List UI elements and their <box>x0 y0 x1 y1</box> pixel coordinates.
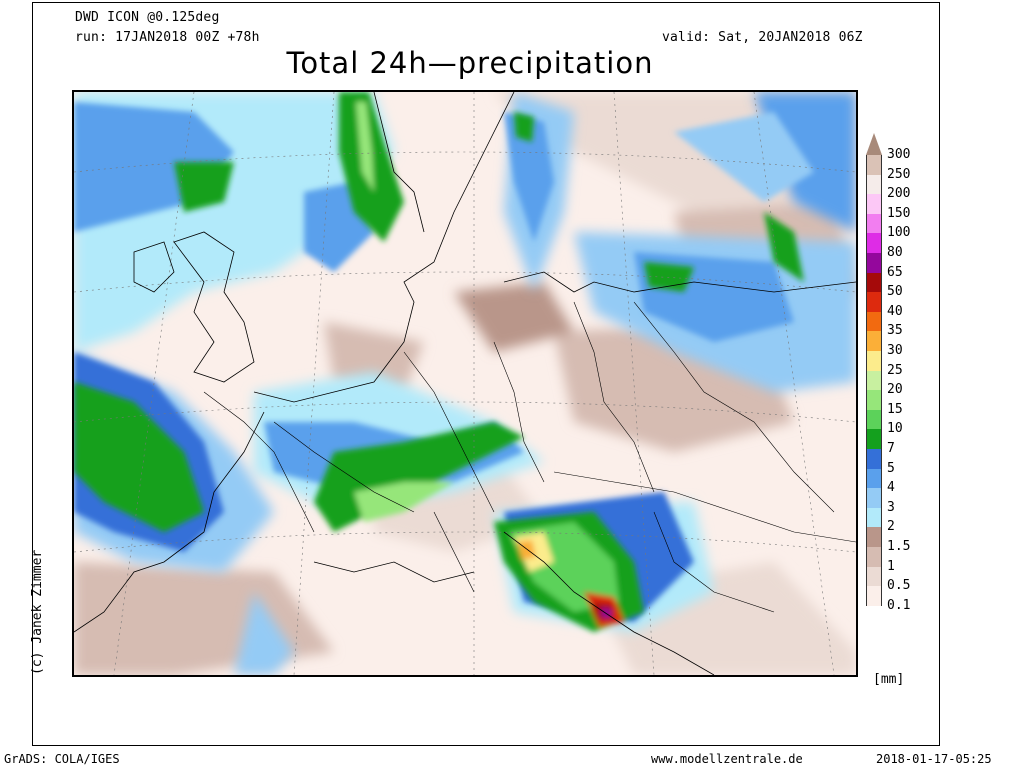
unit-label: [mm] <box>873 672 905 687</box>
legend-swatch <box>866 370 882 391</box>
legend-swatch <box>866 194 882 215</box>
legend-label: 3 <box>887 499 895 515</box>
legend-swatch <box>866 253 882 273</box>
legend-label: 15 <box>887 401 903 417</box>
legend-swatch <box>866 292 882 313</box>
legend-label: 250 <box>887 166 911 182</box>
legend-label: 5 <box>887 460 895 476</box>
legend-label: 1.5 <box>887 539 911 554</box>
legend-swatch <box>866 449 882 469</box>
legend-label: 25 <box>887 362 903 378</box>
green-areas <box>74 92 804 632</box>
legend-swatch <box>866 527 882 548</box>
plot-frame <box>32 2 940 746</box>
legend-swatch <box>866 351 882 371</box>
legend-label: 20 <box>887 382 903 398</box>
precipitation-map <box>72 90 858 677</box>
legend-swatch <box>866 409 882 430</box>
legend-bottom-arrow <box>866 605 882 628</box>
footer-right: 2018-01-17-05:25 <box>876 752 992 766</box>
run-label: run: 17JAN2018 00Z +78h <box>75 30 260 45</box>
legend-swatch <box>866 311 882 332</box>
legend-swatch <box>866 233 882 254</box>
legend-label: 0.1 <box>887 597 911 613</box>
author-credit: (c) Janek Zimmer <box>30 549 45 675</box>
legend-label: 30 <box>887 343 903 358</box>
legend-swatch <box>866 488 882 509</box>
legend-swatch <box>866 155 882 175</box>
legend-swatch <box>866 468 882 489</box>
legend-label: 300 <box>887 147 911 162</box>
legend-swatch <box>866 566 882 587</box>
legend-label: 40 <box>887 303 903 319</box>
legend-label: 7 <box>887 441 895 456</box>
footer-left: GrADS: COLA/IGES <box>4 752 120 766</box>
legend-label: 65 <box>887 264 903 280</box>
legend-swatch <box>866 547 882 567</box>
legend-label: 35 <box>887 323 903 339</box>
legend-label: 10 <box>887 421 903 437</box>
legend-swatch <box>866 213 882 234</box>
legend-label: 150 <box>887 205 911 221</box>
coastlines <box>74 92 856 675</box>
legend-swatch <box>866 390 882 411</box>
graticule <box>74 92 856 675</box>
legend-label: 200 <box>887 186 911 202</box>
footer-center: www.modellzentrale.de <box>651 752 803 766</box>
legend-label: 2 <box>887 519 895 535</box>
legend-label: 4 <box>887 480 895 496</box>
legend-top-arrow <box>866 133 882 155</box>
valid-label: valid: Sat, 20JAN2018 06Z <box>662 30 863 45</box>
legend-label: 0.5 <box>887 578 911 594</box>
legend-label: 80 <box>887 245 903 260</box>
legend-swatch <box>866 429 882 450</box>
legend-swatch <box>866 586 882 607</box>
legend-label: 50 <box>887 284 903 300</box>
map-svg <box>74 92 856 675</box>
legend-swatch <box>866 272 882 293</box>
country-borders <box>203 301 856 613</box>
legend-label: 1 <box>887 558 895 574</box>
model-label: DWD ICON @0.125deg <box>75 10 220 25</box>
legend-swatch <box>866 174 882 195</box>
legend-swatch <box>866 507 882 528</box>
map-title: Total 24h—precipitation <box>286 46 654 80</box>
legend-label: 100 <box>887 225 911 241</box>
legend-swatch <box>866 331 882 352</box>
